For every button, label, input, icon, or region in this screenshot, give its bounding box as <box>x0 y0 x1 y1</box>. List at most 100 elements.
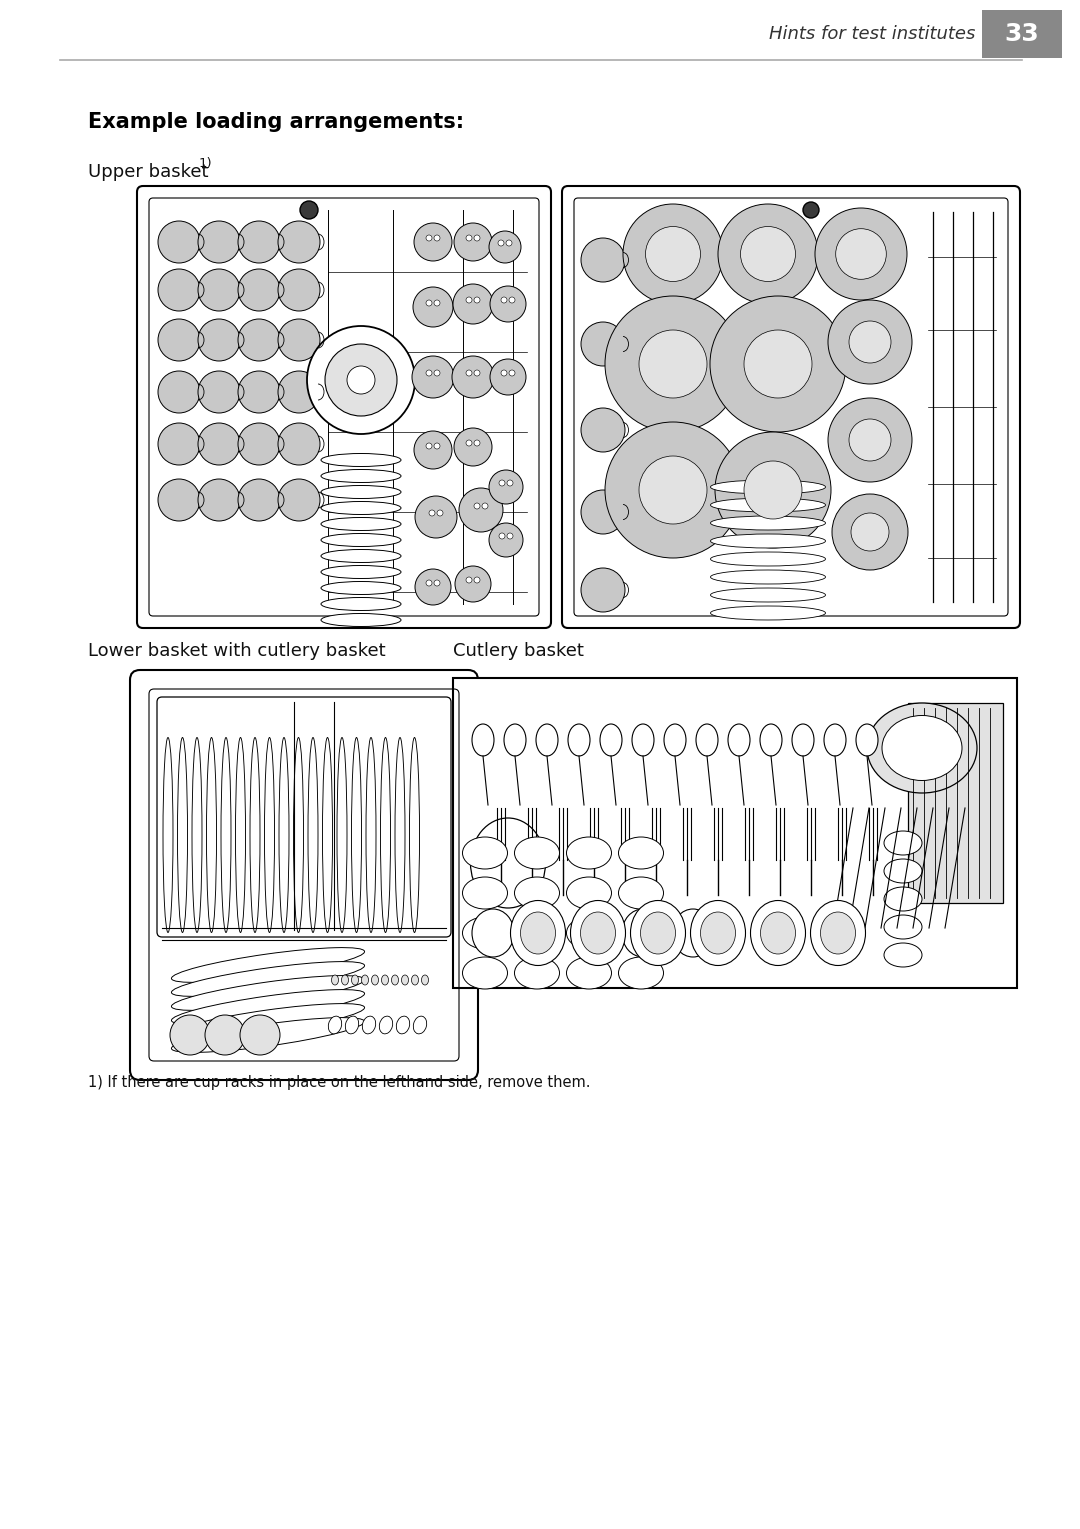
Ellipse shape <box>332 976 338 985</box>
Circle shape <box>307 326 415 434</box>
Ellipse shape <box>249 737 260 933</box>
Ellipse shape <box>619 957 663 989</box>
Circle shape <box>465 370 472 376</box>
Circle shape <box>581 567 625 612</box>
Circle shape <box>832 494 908 570</box>
Circle shape <box>240 1015 280 1055</box>
Ellipse shape <box>462 917 508 950</box>
Ellipse shape <box>265 737 274 933</box>
Ellipse shape <box>379 1017 393 1034</box>
Circle shape <box>465 297 472 303</box>
Ellipse shape <box>522 910 564 957</box>
Circle shape <box>414 223 453 261</box>
Circle shape <box>413 287 453 327</box>
Circle shape <box>459 488 503 532</box>
Circle shape <box>437 511 443 515</box>
Circle shape <box>507 480 513 486</box>
Circle shape <box>489 231 521 263</box>
Circle shape <box>170 1015 210 1055</box>
Ellipse shape <box>632 725 654 755</box>
Circle shape <box>718 203 818 304</box>
Ellipse shape <box>372 976 378 985</box>
Text: Upper basket: Upper basket <box>87 164 214 180</box>
Ellipse shape <box>511 901 566 965</box>
Circle shape <box>205 1015 245 1055</box>
Ellipse shape <box>321 598 401 610</box>
Circle shape <box>639 330 707 398</box>
Circle shape <box>474 503 480 509</box>
Ellipse shape <box>751 901 806 965</box>
Ellipse shape <box>760 911 796 954</box>
Ellipse shape <box>192 737 202 933</box>
Circle shape <box>507 534 513 540</box>
Ellipse shape <box>351 737 362 933</box>
Ellipse shape <box>221 737 231 933</box>
Circle shape <box>158 269 200 310</box>
Ellipse shape <box>337 737 347 933</box>
Circle shape <box>499 534 505 540</box>
Ellipse shape <box>172 948 365 983</box>
Circle shape <box>498 240 504 246</box>
Ellipse shape <box>472 725 494 755</box>
Circle shape <box>198 222 240 263</box>
Circle shape <box>499 480 505 486</box>
Ellipse shape <box>567 957 611 989</box>
Ellipse shape <box>810 901 865 965</box>
Text: Cutlery basket: Cutlery basket <box>453 642 584 661</box>
Ellipse shape <box>321 549 401 563</box>
Ellipse shape <box>824 725 846 755</box>
Circle shape <box>238 479 280 521</box>
Ellipse shape <box>664 725 686 755</box>
Ellipse shape <box>308 737 318 933</box>
Circle shape <box>474 297 480 303</box>
Ellipse shape <box>885 859 922 884</box>
Ellipse shape <box>711 534 825 547</box>
Ellipse shape <box>321 502 401 514</box>
Ellipse shape <box>462 957 508 989</box>
Ellipse shape <box>514 836 559 868</box>
Ellipse shape <box>885 943 922 966</box>
Ellipse shape <box>711 589 825 602</box>
Circle shape <box>426 370 432 376</box>
Ellipse shape <box>760 725 782 755</box>
Ellipse shape <box>323 737 333 933</box>
Ellipse shape <box>711 605 825 619</box>
Bar <box>908 703 1003 904</box>
Circle shape <box>744 330 812 398</box>
Circle shape <box>238 320 280 361</box>
Ellipse shape <box>856 725 878 755</box>
Ellipse shape <box>711 480 825 494</box>
Circle shape <box>849 419 891 462</box>
Circle shape <box>474 235 480 242</box>
Circle shape <box>415 495 457 538</box>
Ellipse shape <box>172 962 365 997</box>
Circle shape <box>851 514 889 550</box>
Circle shape <box>158 222 200 263</box>
Ellipse shape <box>472 910 514 957</box>
Ellipse shape <box>462 878 508 910</box>
Ellipse shape <box>235 737 245 933</box>
Text: Lower basket with cutlery basket: Lower basket with cutlery basket <box>87 642 386 661</box>
Ellipse shape <box>882 716 962 780</box>
Circle shape <box>300 200 318 219</box>
Circle shape <box>453 356 494 398</box>
Text: 33: 33 <box>1004 21 1039 46</box>
Ellipse shape <box>206 737 216 933</box>
Ellipse shape <box>346 1017 359 1034</box>
Circle shape <box>411 356 454 398</box>
Circle shape <box>501 370 507 376</box>
Ellipse shape <box>568 725 590 755</box>
Ellipse shape <box>391 976 399 985</box>
Ellipse shape <box>172 1018 365 1052</box>
Ellipse shape <box>366 737 376 933</box>
Circle shape <box>453 284 492 324</box>
Ellipse shape <box>690 901 745 965</box>
Circle shape <box>238 222 280 263</box>
Circle shape <box>198 320 240 361</box>
Text: Hints for test institutes: Hints for test institutes <box>769 24 975 43</box>
Circle shape <box>238 269 280 310</box>
Circle shape <box>465 235 472 242</box>
Circle shape <box>646 226 701 281</box>
Circle shape <box>489 523 523 557</box>
Circle shape <box>804 202 819 219</box>
